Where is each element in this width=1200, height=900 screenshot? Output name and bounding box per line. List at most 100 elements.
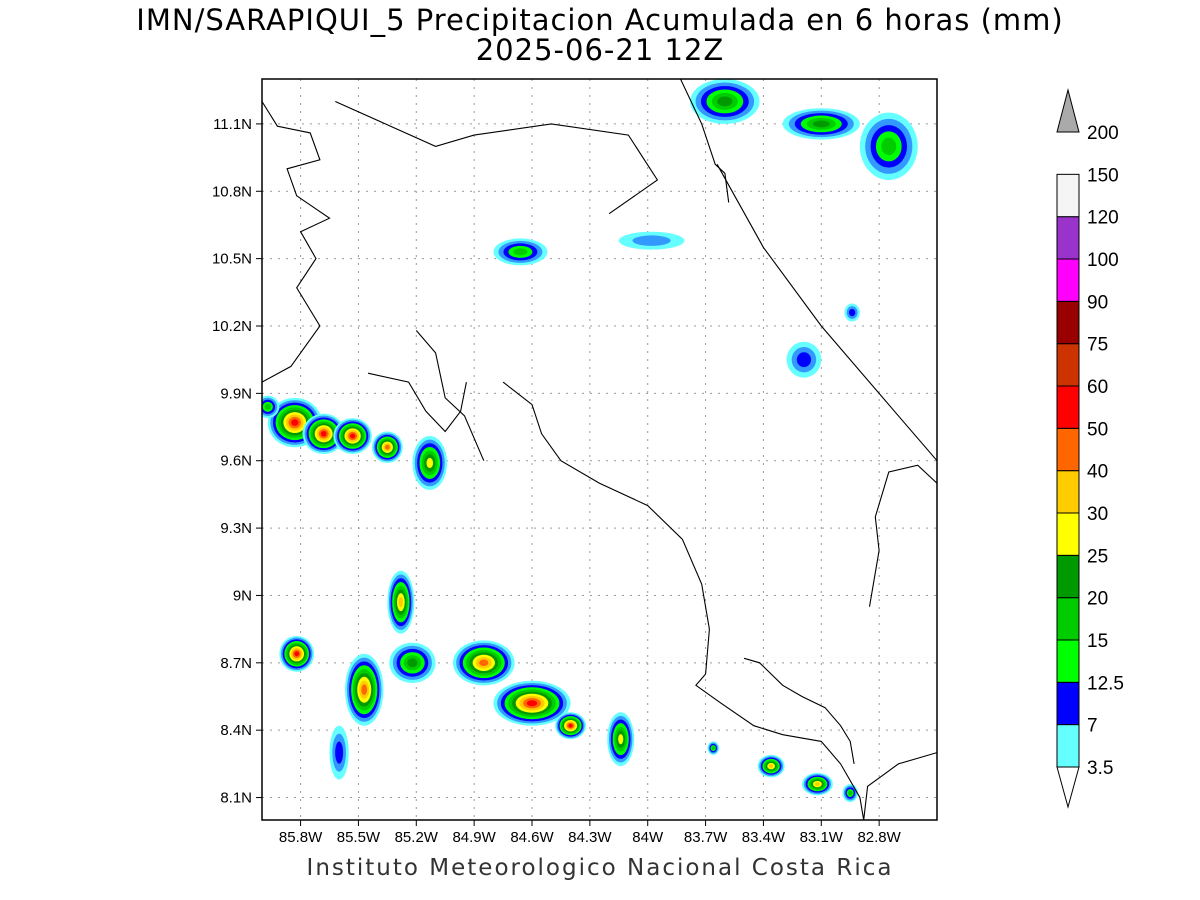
colorbar-label: 15 bbox=[1087, 631, 1108, 652]
precip-cell bbox=[757, 754, 785, 778]
colorbar-swatch bbox=[1056, 88, 1080, 133]
colorbar-label: 90 bbox=[1087, 292, 1108, 313]
coastlines bbox=[262, 79, 937, 820]
tick-label-lat: 9N bbox=[233, 587, 252, 604]
colorbar-label: 20 bbox=[1087, 589, 1108, 610]
colorbar-swatch bbox=[1056, 512, 1080, 556]
colorbar-swatch bbox=[1056, 766, 1080, 809]
axis-ticks: 85.8W 85.5W 85.2W 84.9W 84.6W 84.3W 84W 83.7W 83… bbox=[212, 116, 902, 846]
precip-contour bbox=[618, 734, 624, 745]
colorbar-label: 200 bbox=[1087, 123, 1119, 144]
colorbar-swatch bbox=[1056, 300, 1080, 345]
precip-cell bbox=[493, 680, 571, 726]
colorbar-label: 12.5 bbox=[1087, 673, 1124, 694]
precip-contour bbox=[848, 790, 853, 796]
coastline bbox=[863, 752, 937, 820]
tick-label-lon: 82.8W bbox=[857, 829, 901, 846]
precip-cell bbox=[279, 635, 315, 672]
colorbar-swatch bbox=[1056, 597, 1080, 641]
colorbar: 3.5 7 12.5 15 20 25 30 40 50 60 75 90 100 120 150 200 bbox=[1056, 88, 1124, 809]
tick-label-lon: 84W bbox=[632, 829, 664, 846]
precip-cell bbox=[493, 238, 548, 266]
precip-contour bbox=[264, 403, 271, 410]
precip-cell bbox=[389, 642, 436, 684]
precip-cell bbox=[690, 79, 760, 124]
colorbar-label: 25 bbox=[1087, 546, 1108, 567]
precip-contour bbox=[291, 419, 299, 426]
coastline bbox=[502, 381, 710, 675]
colorbar-label: 30 bbox=[1087, 504, 1108, 525]
precip-cell bbox=[618, 231, 685, 250]
precip-cell bbox=[452, 640, 515, 686]
precip-contour bbox=[479, 659, 489, 667]
precip-cell bbox=[802, 772, 833, 796]
coastline bbox=[262, 101, 331, 383]
tick-label-lon: 85.8W bbox=[279, 829, 323, 846]
colorbar-swatch bbox=[1056, 470, 1080, 514]
precip-contour bbox=[513, 248, 528, 256]
coastline bbox=[716, 164, 937, 462]
precip-contour bbox=[768, 764, 774, 768]
precip-cell bbox=[786, 341, 822, 378]
precip-contour bbox=[814, 782, 821, 786]
map-subtitle-date: 2025-06-21 12Z bbox=[475, 33, 725, 67]
precip-cell bbox=[782, 108, 860, 140]
precip-cell bbox=[707, 741, 720, 755]
colorbar-swatch bbox=[1056, 343, 1080, 387]
tick-label-lat: 9.6N bbox=[220, 453, 252, 470]
coastline bbox=[680, 79, 730, 203]
precip-contour bbox=[717, 96, 733, 107]
colorbar-label: 60 bbox=[1087, 377, 1108, 398]
colorbar-label: 50 bbox=[1087, 419, 1108, 440]
tick-label-lat: 10.5N bbox=[212, 251, 252, 268]
precip-cell bbox=[555, 712, 586, 740]
colorbar-swatch bbox=[1056, 554, 1080, 599]
precip-contour bbox=[335, 741, 344, 764]
coastline bbox=[743, 657, 855, 764]
precip-contour bbox=[361, 684, 368, 696]
precip-cell bbox=[262, 395, 280, 419]
precip-cell bbox=[387, 570, 415, 634]
precip-cell bbox=[333, 418, 372, 454]
precip-contour bbox=[398, 596, 404, 608]
precip-contour bbox=[407, 658, 418, 668]
tick-label-lon: 85.5W bbox=[337, 829, 381, 846]
tick-label-lat: 8.1N bbox=[220, 790, 252, 807]
precip-cell bbox=[329, 725, 349, 780]
precip-cell bbox=[859, 112, 918, 181]
coastline bbox=[335, 100, 659, 215]
tick-label-lon: 83.7W bbox=[684, 829, 728, 846]
colorbar-label: 120 bbox=[1087, 208, 1119, 229]
precip-contour bbox=[796, 352, 812, 368]
precip-contour bbox=[812, 120, 830, 128]
tick-label-lon: 83.1W bbox=[800, 829, 844, 846]
tick-label-lat: 10.8N bbox=[212, 183, 252, 200]
tick-label-lon: 85.2W bbox=[395, 829, 439, 846]
coastline bbox=[367, 372, 467, 433]
precip-contour bbox=[848, 308, 856, 317]
precip-contour bbox=[568, 723, 573, 728]
precip-contour bbox=[294, 651, 300, 657]
precip-contour bbox=[881, 137, 897, 156]
precip-contour bbox=[385, 444, 390, 450]
precip-cell bbox=[844, 303, 860, 322]
colorbar-label: 7 bbox=[1087, 716, 1098, 737]
colorbar-swatch bbox=[1056, 258, 1080, 302]
colorbar-label: 75 bbox=[1087, 335, 1108, 356]
precip-cell bbox=[412, 436, 448, 490]
map-title: IMN/SARAPIQUI_5 Precipitacion Acumulada … bbox=[136, 3, 1064, 37]
coastline bbox=[415, 330, 485, 461]
colorbar-label: 100 bbox=[1087, 250, 1119, 271]
colorbar-swatch bbox=[1056, 639, 1080, 683]
precipitation-field bbox=[262, 79, 918, 803]
colorbar-swatch bbox=[1056, 173, 1080, 218]
tick-label-lat: 11.1N bbox=[213, 116, 252, 133]
coastline bbox=[868, 464, 937, 607]
tick-label-lon: 84.3W bbox=[568, 829, 612, 846]
precip-contour bbox=[711, 746, 715, 750]
precip-cell bbox=[344, 653, 384, 726]
gridlines bbox=[262, 79, 937, 820]
colorbar-label: 3.5 bbox=[1087, 758, 1113, 779]
map-frame bbox=[261, 78, 938, 821]
